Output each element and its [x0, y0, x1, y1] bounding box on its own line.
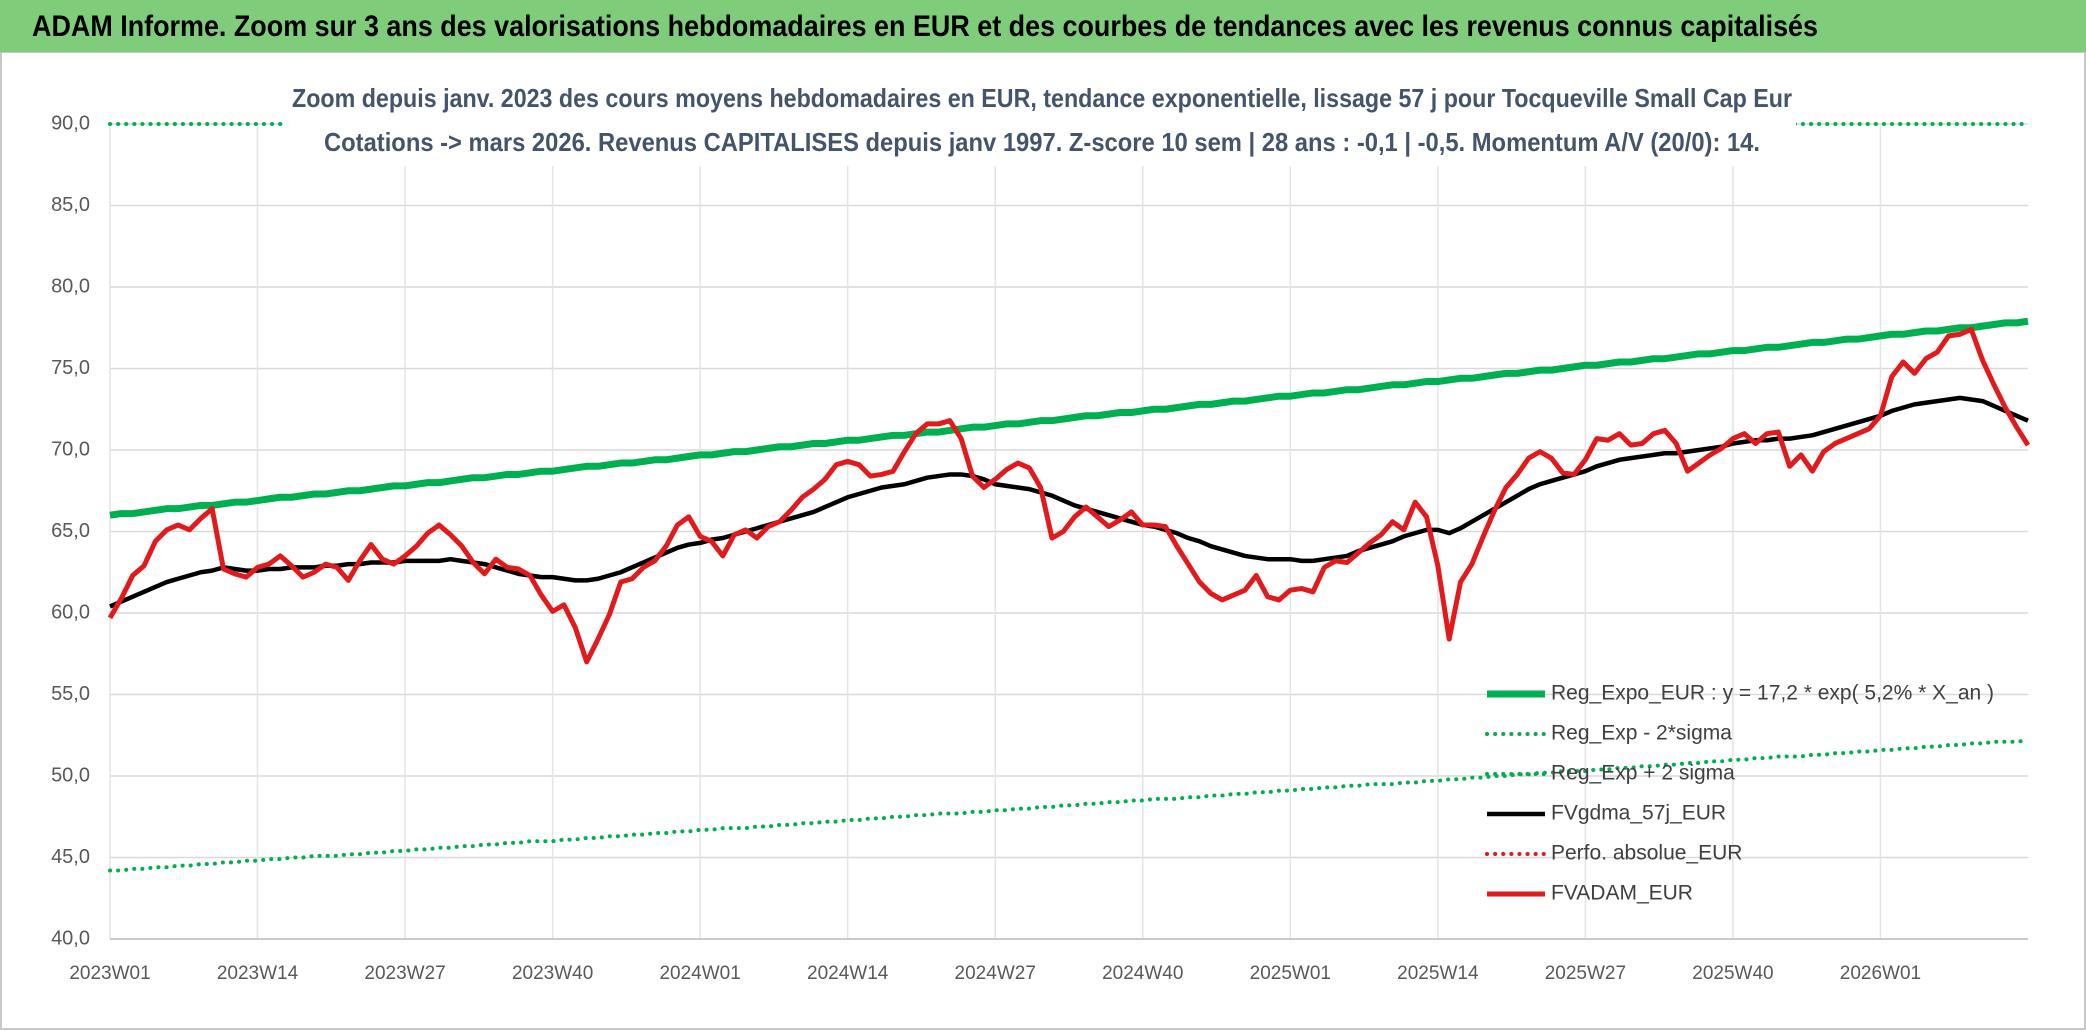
legend-label: FVADAM_EUR: [1551, 882, 1693, 905]
x-tick-label: 2024W14: [807, 963, 889, 984]
chart-subtitle: Cotations -> mars 2026. Revenus CAPITALI…: [324, 127, 1760, 157]
y-tick-label: 50,0: [51, 764, 90, 786]
chart-subtitle: Zoom depuis janv. 2023 des cours moyens …: [292, 83, 1792, 113]
x-tick-label: 2023W40: [512, 963, 593, 984]
series-line: [109, 395, 2029, 609]
subtitle-background: [283, 80, 1796, 166]
series-line: [109, 317, 2029, 519]
y-tick-label: 85,0: [51, 194, 90, 216]
legend: Reg_Expo_EUR : y = 17,2 * exp( 5,2% * X_…: [1485, 682, 1994, 905]
legend-label: Reg_Exp - 2*sigma: [1551, 722, 1732, 745]
x-tick-label: 2023W14: [217, 963, 299, 984]
y-tick-label: 75,0: [51, 357, 90, 379]
x-tick-label: 2025W01: [1250, 963, 1331, 984]
x-tick-label: 2024W27: [955, 963, 1036, 984]
legend-label: FVgdma_57j_EUR: [1551, 802, 1726, 825]
x-tick-label: 2025W27: [1545, 963, 1626, 984]
x-tick-label: 2026W01: [1840, 963, 1921, 984]
x-tick-label: 2024W01: [659, 963, 740, 984]
y-tick-label: 70,0: [51, 438, 90, 460]
y-tick-label: 80,0: [51, 275, 90, 297]
chart-title: ADAM Informe. Zoom sur 3 ans des valoris…: [32, 10, 1818, 43]
x-tick-label: 2023W01: [69, 963, 150, 984]
series-line: [108, 738, 2030, 873]
y-tick-label: 65,0: [51, 520, 90, 542]
x-tick-label: 2025W14: [1397, 963, 1479, 984]
x-tick-label: 2025W40: [1692, 963, 1773, 984]
x-tick-label: 2023W27: [364, 963, 445, 984]
y-tick-label: 90,0: [51, 112, 90, 134]
y-tick-label: 40,0: [51, 927, 90, 949]
legend-label: Reg_Exp + 2 sigma: [1551, 762, 1735, 785]
legend-label: Perfo. absolue_EUR: [1551, 842, 1742, 865]
y-tick-label: 55,0: [51, 683, 90, 705]
series-line: [107, 326, 2031, 665]
plot-area: 40,0 45,0 50,0 55,0 60,0 65,0 70,0 75,0 80,0 85,0…: [51, 112, 2031, 984]
legend-label: Reg_Expo_EUR : y = 17,2 * exp( 5,2% * X_…: [1551, 682, 1994, 705]
y-tick-label: 60,0: [51, 601, 90, 623]
y-tick-label: 45,0: [51, 846, 90, 868]
title-banner: [0, 0, 2086, 52]
x-tick-label: 2024W40: [1102, 963, 1183, 984]
